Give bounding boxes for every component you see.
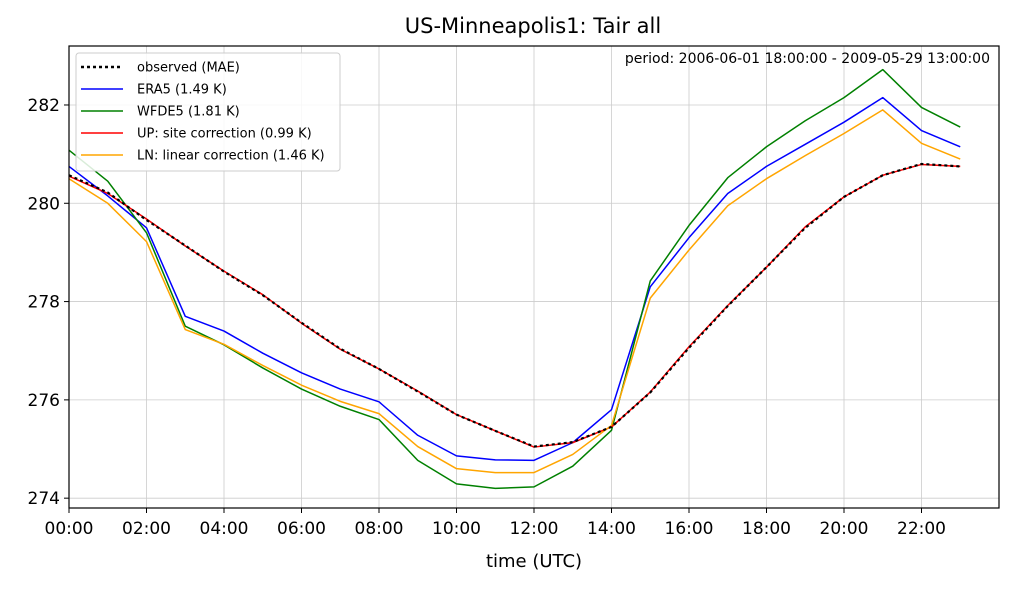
- x-tick-label: 22:00: [897, 519, 946, 539]
- x-tick-label: 12:00: [510, 519, 559, 539]
- legend-label: UP: site correction (0.99 K): [137, 127, 312, 142]
- y-tick-label: 278: [28, 293, 60, 313]
- y-tick-label: 282: [28, 96, 60, 116]
- x-tick-label: 02:00: [122, 519, 171, 539]
- series-line-up-site-correction-0-99-k: [68, 163, 961, 448]
- legend-label: ERA5 (1.49 K): [137, 83, 227, 98]
- series-line-observed-mae: [68, 162, 961, 448]
- y-tick-label: 280: [28, 194, 60, 214]
- y-tick-label: 276: [28, 391, 60, 411]
- legend-label: WFDE5 (1.81 K): [137, 105, 240, 120]
- x-tick-label: 14:00: [587, 519, 636, 539]
- x-axis: 00:00 02:00 04:00 06:00 08:00 10:00 12:00 14:00…: [45, 508, 946, 539]
- legend-box: [75, 52, 341, 172]
- y-tick-label: 274: [28, 489, 60, 509]
- x-axis-label: time (UTC): [486, 551, 582, 572]
- x-tick-label: 08:00: [355, 519, 404, 539]
- series-lines: [68, 68, 961, 490]
- x-tick-label: 10:00: [432, 519, 481, 539]
- x-tick-label: 06:00: [277, 519, 326, 539]
- period-annotation: period: 2006-06-01 18:00:00 - 2009-05-29…: [625, 51, 990, 67]
- chart-title: US-Minneapolis1: Tair all: [405, 14, 661, 38]
- x-tick-label: 16:00: [665, 519, 714, 539]
- series-line-era5-1-49-k: [68, 96, 961, 462]
- y-axis: 274 276 278 280 282: [28, 96, 69, 509]
- legend-label: observed (MAE): [137, 61, 240, 76]
- series-line-ln-linear-correction-1-46-k: [68, 109, 961, 474]
- x-tick-label: 18:00: [742, 519, 791, 539]
- x-tick-label: 04:00: [200, 519, 249, 539]
- legend: observed (MAE) ERA5 (1.49 K) WFDE5 (1.81 K…: [75, 52, 341, 172]
- x-tick-label: 20:00: [820, 519, 869, 539]
- legend-label: LN: linear correction (1.46 K): [137, 149, 325, 164]
- x-tick-label: 00:00: [45, 519, 94, 539]
